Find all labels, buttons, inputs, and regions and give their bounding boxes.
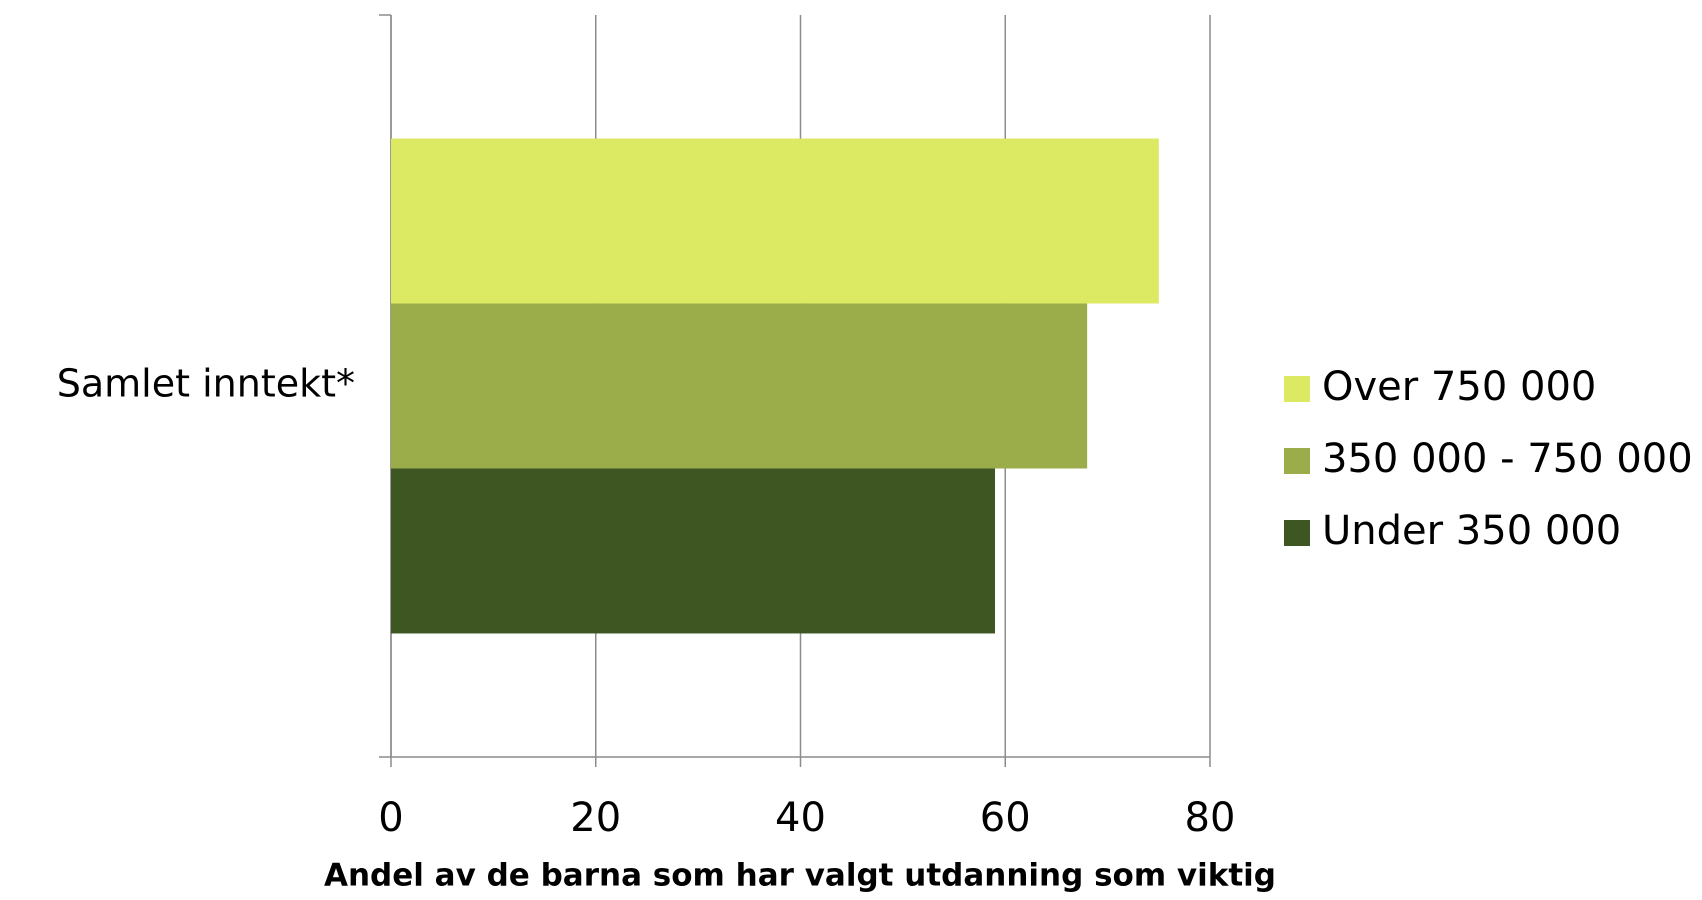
x-tick-label: 80 xyxy=(1185,795,1236,841)
legend-swatch xyxy=(1284,448,1310,474)
x-tick-label: 40 xyxy=(775,795,826,841)
x-tick-label: 0 xyxy=(378,795,403,841)
x-axis-label: Andel av de barna som har valgt utdannin… xyxy=(324,858,1276,894)
legend-label: 350 000 - 750 000 xyxy=(1322,436,1693,482)
bar xyxy=(391,138,1159,304)
legend-swatch xyxy=(1284,520,1310,546)
legend-label: Under 350 000 xyxy=(1322,508,1621,554)
legend-label: Over 750 000 xyxy=(1322,364,1596,410)
x-tick-label: 60 xyxy=(980,795,1031,841)
legend-swatch xyxy=(1284,376,1310,402)
x-tick-label: 20 xyxy=(570,795,621,841)
y-tick-label: Samlet inntekt* xyxy=(57,362,355,406)
bar xyxy=(391,303,1088,469)
bar xyxy=(391,468,996,634)
